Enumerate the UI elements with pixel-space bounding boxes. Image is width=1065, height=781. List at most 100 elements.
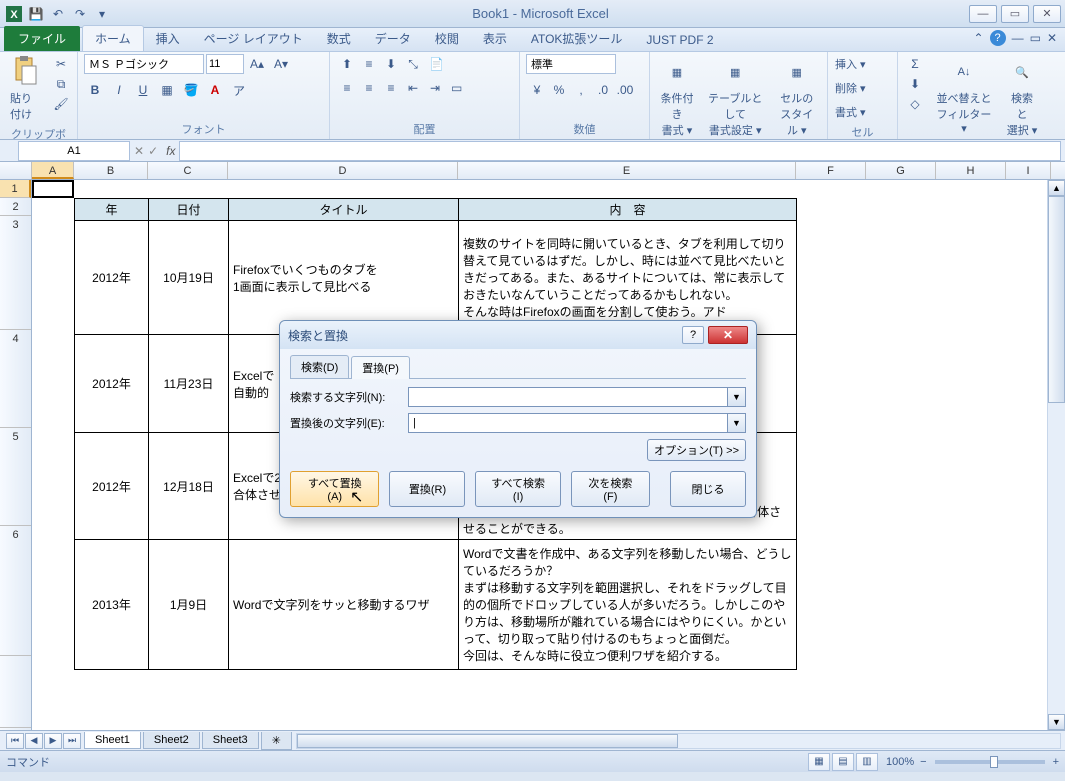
page-layout-view-icon[interactable]: ▤ [832, 753, 854, 771]
dialog-titlebar[interactable]: 検索と置換 ? ✕ [280, 321, 756, 349]
row-header[interactable]: 3 [0, 216, 31, 330]
table-header[interactable]: 年 [75, 199, 149, 221]
align-center-icon[interactable]: ≡ [358, 78, 380, 98]
enter-formula-icon[interactable]: ✓ [148, 144, 158, 158]
hscroll-thumb[interactable] [297, 734, 679, 748]
column-header[interactable]: I [1006, 162, 1051, 179]
font-size-select[interactable] [206, 54, 244, 74]
autosum-icon[interactable]: Σ [904, 54, 926, 74]
cut-icon[interactable]: ✂ [50, 54, 72, 74]
sort-filter-button[interactable]: A↓並べ替えと フィルター ▾ [930, 54, 998, 137]
font-color-button[interactable]: A [204, 80, 226, 100]
minimize-button[interactable]: — [969, 5, 997, 23]
fill-icon[interactable]: ⬇ [904, 74, 926, 94]
border-button[interactable]: ▦ [156, 80, 178, 100]
sheet-tab-2[interactable]: Sheet2 [143, 732, 200, 749]
tab-pagelayout[interactable]: ページ レイアウト [192, 26, 315, 51]
replace-button[interactable]: 置換(R) [389, 471, 465, 507]
table-cell[interactable]: 2012年 [75, 433, 149, 540]
align-top-icon[interactable]: ⬆ [336, 54, 358, 74]
percent-icon[interactable]: % [548, 80, 570, 100]
find-select-button[interactable]: 🔍検索と 選択 ▾ [1002, 54, 1042, 140]
dialog-close-button[interactable]: ✕ [708, 326, 748, 344]
find-dropdown-icon[interactable]: ▼ [728, 387, 746, 407]
help-icon[interactable]: ? [990, 30, 1006, 46]
vscroll-thumb[interactable] [1048, 196, 1065, 403]
table-row[interactable]: 2013年1月9日Wordで文字列をサッと移動するワザWordで文書を作成中、あ… [75, 540, 797, 670]
redo-icon[interactable]: ↷ [70, 4, 90, 24]
increase-font-icon[interactable]: A▴ [246, 54, 268, 74]
number-format-select[interactable] [526, 54, 616, 74]
tab-home[interactable]: ホーム [82, 25, 144, 51]
zoom-slider[interactable] [935, 760, 1045, 764]
decrease-indent-icon[interactable]: ⇤ [402, 78, 424, 98]
tab-data[interactable]: データ [363, 26, 423, 51]
table-cell[interactable]: Wordで文字列をサッと移動するワザ [229, 540, 459, 670]
column-header[interactable]: G [866, 162, 936, 179]
table-cell[interactable]: 2013年 [75, 540, 149, 670]
format-cells-button[interactable]: 書式 ▾ [834, 102, 867, 122]
horizontal-scrollbar[interactable] [296, 733, 1061, 749]
increase-decimal-icon[interactable]: .0 [592, 80, 614, 100]
formula-input[interactable] [179, 141, 1061, 161]
row-header[interactable]: 2 [0, 198, 31, 216]
row-header[interactable]: 1 [0, 180, 31, 198]
conditional-format-button[interactable]: ▦条件付き 書式 ▾ [656, 54, 698, 140]
column-header[interactable]: E [458, 162, 796, 179]
table-header[interactable]: タイトル [229, 199, 459, 221]
merge-icon[interactable]: ▭ [446, 78, 467, 98]
table-cell[interactable]: 10月19日 [149, 221, 229, 335]
replace-tab[interactable]: 置換(P) [351, 356, 410, 379]
table-header[interactable]: 日付 [149, 199, 229, 221]
align-middle-icon[interactable]: ≡ [358, 54, 380, 74]
find-tab[interactable]: 検索(D) [290, 355, 349, 378]
fx-icon[interactable]: fx [166, 144, 175, 158]
table-cell[interactable]: 1月9日 [149, 540, 229, 670]
phonetic-button[interactable]: ア [228, 80, 250, 100]
qat-dropdown-icon[interactable]: ▾ [92, 4, 112, 24]
sheet-nav-prev-icon[interactable]: ◀ [25, 733, 43, 749]
row-header[interactable]: 4 [0, 330, 31, 428]
dialog-help-button[interactable]: ? [682, 326, 704, 344]
find-all-button[interactable]: すべて検索(I) [475, 471, 560, 507]
options-button[interactable]: オプション(T) >> [647, 439, 746, 461]
select-all-corner[interactable] [0, 162, 32, 179]
tab-formulas[interactable]: 数式 [315, 26, 363, 51]
align-right-icon[interactable]: ≡ [380, 78, 402, 98]
vertical-scrollbar[interactable]: ▲ ▼ [1047, 180, 1065, 730]
ribbon-minimize-icon[interactable]: ⌃ [974, 31, 984, 45]
font-name-select[interactable] [84, 54, 204, 74]
table-cell[interactable]: 2012年 [75, 221, 149, 335]
wrap-text-icon[interactable]: 📄 [424, 54, 449, 74]
new-sheet-button[interactable]: ✳ [261, 732, 292, 750]
sheet-tab-1[interactable]: Sheet1 [84, 732, 141, 749]
table-cell[interactable]: Wordで文書を作成中、ある文字列を移動したい場合、どうしているだろうか？ まず… [459, 540, 797, 670]
sheet-nav-last-icon[interactable]: ⏭ [63, 733, 81, 749]
undo-icon[interactable]: ↶ [48, 4, 68, 24]
increase-indent-icon[interactable]: ⇥ [424, 78, 446, 98]
page-break-view-icon[interactable]: ▥ [856, 753, 878, 771]
zoom-level[interactable]: 100% [886, 756, 914, 768]
fill-color-button[interactable]: 🪣 [180, 80, 202, 100]
decrease-font-icon[interactable]: A▾ [270, 54, 292, 74]
close-dialog-button[interactable]: 閉じる [670, 471, 746, 507]
zoom-in-button[interactable]: + [1053, 756, 1059, 768]
ribbon-window-restore-icon[interactable]: ▭ [1030, 31, 1041, 45]
table-cell[interactable]: 12月18日 [149, 433, 229, 540]
zoom-out-button[interactable]: − [920, 756, 926, 768]
ribbon-window-min-icon[interactable]: — [1012, 31, 1024, 45]
column-header[interactable]: F [796, 162, 866, 179]
align-left-icon[interactable]: ≡ [336, 78, 358, 98]
bold-button[interactable]: B [84, 80, 106, 100]
tab-justpdf[interactable]: JUST PDF 2 [634, 29, 725, 51]
column-header[interactable]: H [936, 162, 1006, 179]
format-painter-icon[interactable]: 🖌 [50, 94, 72, 114]
tab-atok[interactable]: ATOK拡張ツール [519, 26, 635, 51]
table-cell[interactable]: 複数のサイトを同時に開いているとき、タブを利用して切り替えて見ているはずだ。しか… [459, 221, 797, 335]
clear-icon[interactable]: ◇ [904, 94, 926, 114]
sheet-nav-next-icon[interactable]: ▶ [44, 733, 62, 749]
italic-button[interactable]: I [108, 80, 130, 100]
decrease-decimal-icon[interactable]: .00 [614, 80, 636, 100]
table-cell[interactable]: Firefoxでいくつものタブを 1画面に表示して見比べる [229, 221, 459, 335]
scroll-up-icon[interactable]: ▲ [1048, 180, 1065, 196]
